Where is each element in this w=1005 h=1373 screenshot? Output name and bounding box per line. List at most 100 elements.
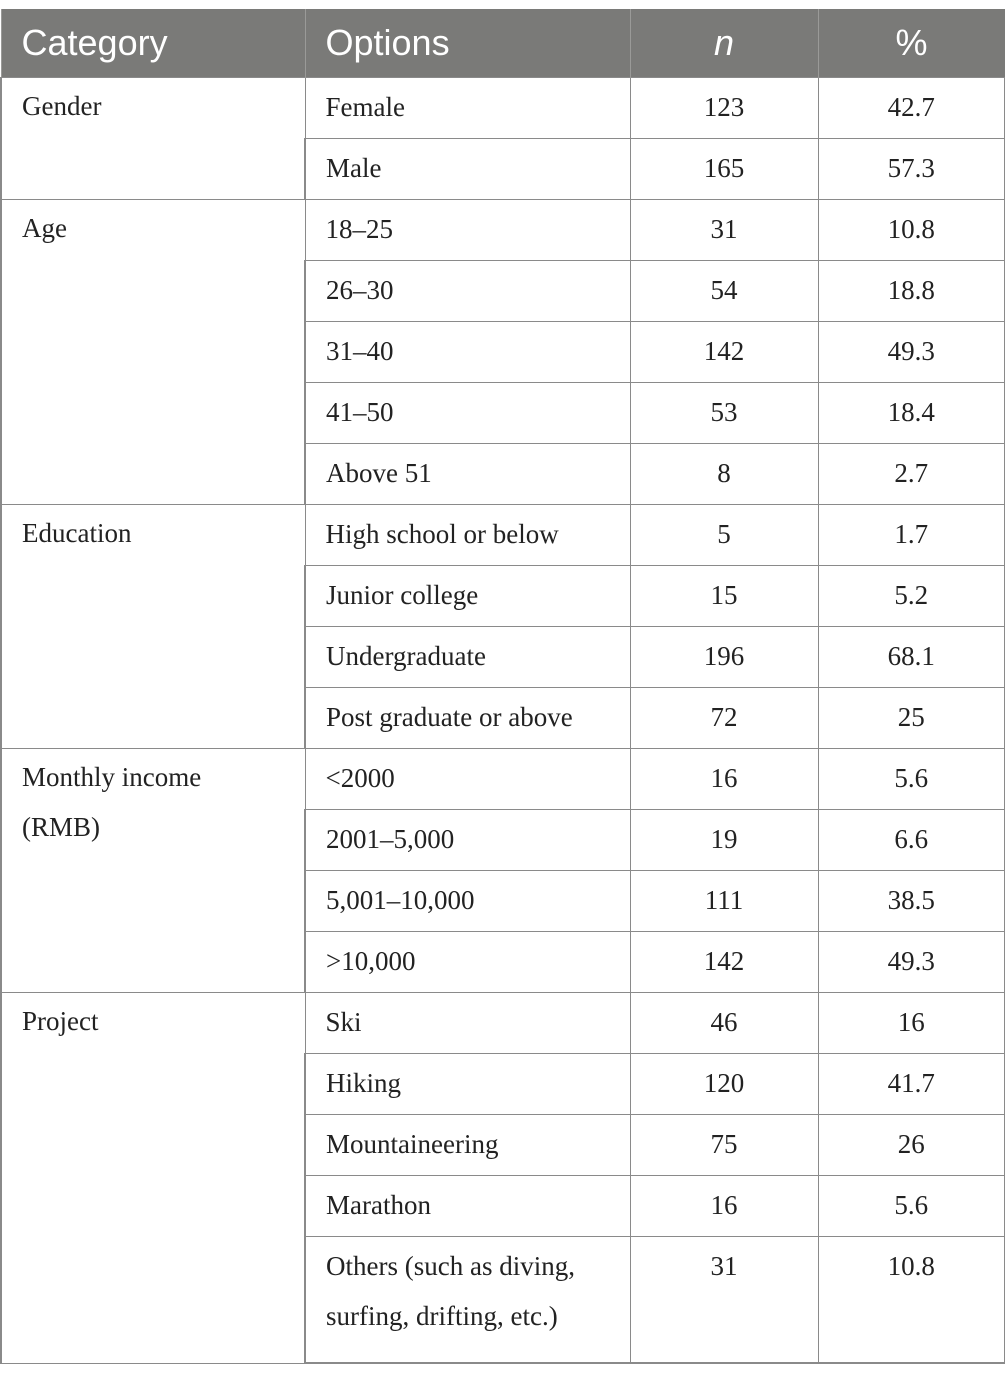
percent-cell: 5.2 — [817, 565, 1005, 627]
count-value: 196 — [703, 641, 745, 672]
option-cell: Post graduate or above — [304, 687, 631, 749]
option-cell: Female — [304, 77, 631, 139]
category-label: Project — [22, 1006, 99, 1036]
percent-cell: 10.8 — [817, 1236, 1005, 1364]
count-value: 123 — [703, 92, 745, 123]
percent-value: 18.8 — [887, 275, 935, 306]
percent-value: 2.7 — [894, 458, 929, 489]
percent-value: 5.6 — [894, 1190, 929, 1221]
percent-cell: 42.7 — [817, 77, 1005, 139]
option-cell: High school or below — [304, 504, 631, 566]
percent-cell: 49.3 — [817, 321, 1005, 383]
table-row: Marathon 16 5.6 — [1, 1175, 1005, 1237]
percent-value: 42.7 — [887, 92, 935, 123]
count-cell: 16 — [629, 748, 819, 810]
percent-cell: 25 — [817, 687, 1005, 749]
percent-cell: 68.1 — [817, 626, 1005, 688]
table-body: Gender Female 123 42.7 Male 165 57.3 Age 18–25 31… — [0, 77, 1005, 1364]
percent-value: 25 — [897, 702, 925, 733]
percent-value: 10.8 — [887, 214, 935, 245]
table-row: >10,000 142 49.3 — [1, 931, 1005, 993]
count-cell: 72 — [629, 687, 819, 749]
count-cell: 31 — [629, 1236, 819, 1364]
percent-cell: 49.3 — [817, 931, 1005, 993]
count-value: 19 — [710, 824, 738, 855]
percent-value: 6.6 — [894, 824, 929, 855]
table-row: 41–50 53 18.4 — [1, 382, 1005, 444]
percent-cell: 26 — [817, 1114, 1005, 1176]
percent-cell: 5.6 — [817, 1175, 1005, 1237]
percent-cell: 18.4 — [817, 382, 1005, 444]
option-label: Ski — [325, 1007, 362, 1038]
category-label: Monthly income (RMB) — [22, 762, 202, 842]
percent-value: 5.2 — [894, 580, 929, 611]
option-cell: 2001–5,000 — [304, 809, 631, 871]
option-cell: Male — [304, 138, 631, 200]
count-value: 31 — [710, 1251, 738, 1281]
percent-value: 49.3 — [887, 336, 935, 367]
option-label: 2001–5,000 — [326, 824, 455, 855]
category-label: Age — [22, 213, 67, 243]
count-cell: 5 — [629, 504, 819, 566]
category-cell: Education — [0, 504, 306, 749]
option-label: Female — [325, 92, 405, 123]
option-label: Marathon — [326, 1190, 431, 1221]
option-cell: 41–50 — [304, 382, 631, 444]
count-value: 15 — [710, 580, 738, 611]
option-label: Mountaineering — [326, 1129, 499, 1160]
table-row: Junior college 15 5.2 — [1, 565, 1005, 627]
count-cell: 142 — [629, 321, 819, 383]
option-label: Male — [326, 153, 382, 184]
option-label: >10,000 — [326, 946, 416, 977]
percent-value: 38.5 — [887, 885, 935, 916]
count-value: 75 — [710, 1129, 738, 1160]
count-value: 142 — [703, 336, 745, 367]
option-label: Post graduate or above — [326, 702, 573, 733]
count-value: 53 — [710, 397, 738, 428]
count-cell: 111 — [629, 870, 819, 932]
table-header: Category Options n % — [0, 9, 1005, 78]
option-label: 18–25 — [325, 214, 394, 245]
table-row: Project Ski 46 16 — [0, 992, 1005, 1364]
count-cell: 16 — [629, 1175, 819, 1237]
count-value: 16 — [710, 763, 738, 794]
percent-value: 68.1 — [887, 641, 935, 672]
count-cell: 54 — [629, 260, 819, 322]
count-cell: 120 — [629, 1053, 819, 1115]
count-cell: 196 — [629, 626, 819, 688]
percent-cell: 18.8 — [817, 260, 1005, 322]
count-cell: 19 — [629, 809, 819, 871]
option-cell: Ski — [304, 992, 631, 1054]
category-cell: Monthly income (RMB) — [0, 748, 306, 993]
count-value: 46 — [710, 1007, 738, 1038]
category-cell: Age — [0, 199, 306, 505]
count-value: 8 — [717, 458, 731, 489]
count-cell: 8 — [629, 443, 819, 505]
count-cell: 165 — [629, 138, 819, 200]
percent-cell: 6.6 — [817, 809, 1005, 871]
header-category: Category — [0, 9, 306, 78]
option-cell: Undergraduate — [304, 626, 631, 688]
count-cell: 46 — [629, 992, 819, 1054]
demographics-table-container: Category Options n % Gender Female 123 42.7… — [0, 9, 1005, 1364]
header-percent: % — [817, 9, 1005, 78]
option-label: Undergraduate — [326, 641, 486, 672]
option-cell: 31–40 — [304, 321, 631, 383]
option-label: 26–30 — [326, 275, 394, 306]
option-label: 5,001–10,000 — [326, 885, 475, 916]
count-cell: 142 — [629, 931, 819, 993]
count-value: 72 — [710, 702, 738, 733]
option-cell: >10,000 — [304, 931, 631, 993]
option-label: Others (such as diving, surfing, driftin… — [326, 1251, 575, 1331]
percent-cell: 2.7 — [817, 443, 1005, 505]
count-cell: 75 — [629, 1114, 819, 1176]
option-label: Hiking — [326, 1068, 402, 1099]
option-label: 31–40 — [326, 336, 394, 367]
option-cell: 18–25 — [304, 199, 631, 261]
table-row: Gender Female 123 42.7 — [0, 77, 1005, 200]
option-cell: 26–30 — [304, 260, 631, 322]
option-label: Junior college — [326, 580, 479, 611]
option-cell: Above 51 — [304, 443, 631, 505]
count-value: 111 — [704, 885, 744, 916]
option-cell: Hiking — [304, 1053, 631, 1115]
